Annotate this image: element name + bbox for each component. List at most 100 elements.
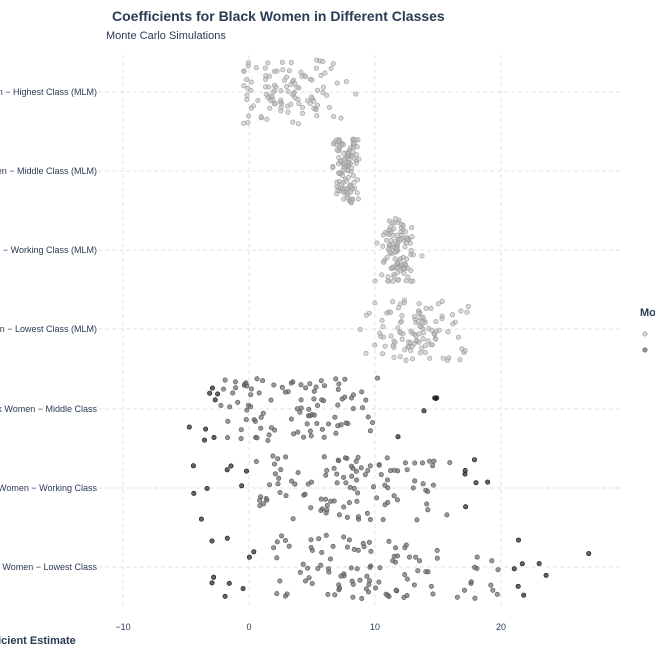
data-point — [410, 485, 416, 491]
data-point — [454, 594, 460, 600]
data-point — [238, 427, 244, 433]
data-point — [435, 301, 441, 307]
data-point — [401, 297, 407, 303]
data-point — [253, 458, 259, 464]
data-point — [321, 434, 327, 440]
data-point — [376, 579, 382, 585]
data-point — [308, 544, 314, 550]
data-point — [458, 308, 464, 314]
data-point — [336, 582, 342, 588]
data-point — [300, 105, 306, 111]
data-point — [245, 60, 251, 66]
data-point — [330, 141, 336, 147]
data-point — [495, 567, 501, 573]
data-point — [372, 278, 378, 284]
data-point — [323, 532, 329, 538]
data-point — [333, 376, 339, 382]
data-point — [354, 190, 360, 196]
data-point — [400, 266, 406, 272]
data-point — [318, 378, 324, 384]
data-point — [381, 259, 387, 265]
data-point — [327, 556, 333, 562]
data-point — [413, 554, 419, 560]
data-point — [286, 68, 292, 74]
data-point — [273, 100, 279, 106]
data-point — [349, 197, 355, 203]
data-point — [391, 354, 397, 360]
data-point — [241, 120, 247, 126]
data-point — [384, 237, 390, 243]
data-point — [300, 561, 306, 567]
data-point — [325, 421, 331, 427]
data-point — [258, 414, 264, 420]
data-point — [350, 581, 356, 587]
data-point — [408, 248, 414, 254]
data-point — [402, 347, 408, 353]
data-point — [412, 478, 418, 484]
data-point — [401, 270, 407, 276]
data-point — [284, 591, 290, 597]
data-point — [357, 326, 363, 332]
data-point — [288, 478, 294, 484]
data-point — [494, 591, 500, 597]
data-point — [335, 423, 341, 429]
data-point — [406, 554, 412, 560]
data-point — [411, 582, 417, 588]
y-tick-label: Black Women − Middle Class (MLM) — [0, 166, 97, 176]
data-point — [359, 595, 365, 601]
data-point — [391, 493, 397, 499]
data-point — [318, 73, 324, 79]
data-point — [244, 407, 250, 413]
data-point — [274, 591, 280, 597]
data-point — [488, 582, 494, 588]
data-point — [395, 265, 401, 271]
x-axis-ticks: −10 0 10 20 — [115, 622, 506, 632]
data-point — [397, 319, 403, 325]
data-point — [313, 384, 319, 390]
data-point — [399, 336, 405, 342]
data-point — [377, 565, 383, 571]
data-point — [268, 397, 274, 403]
data-point — [209, 385, 215, 391]
data-point — [355, 490, 361, 496]
data-point — [336, 458, 342, 464]
data-point — [416, 558, 422, 564]
data-point — [369, 420, 375, 426]
data-point — [390, 558, 396, 564]
data-point — [360, 405, 366, 411]
data-point — [311, 388, 317, 394]
data-point — [408, 328, 414, 334]
legend-title: Model — [640, 307, 655, 319]
data-point — [253, 65, 259, 71]
data-point — [409, 356, 415, 362]
data-point — [318, 507, 324, 513]
data-point — [302, 491, 308, 497]
data-point — [244, 77, 250, 83]
data-point — [278, 88, 284, 94]
data-point — [266, 432, 272, 438]
data-point — [243, 380, 249, 386]
data-point — [400, 222, 406, 228]
data-point — [357, 577, 363, 583]
data-point — [373, 585, 379, 591]
data-point — [355, 547, 361, 553]
data-point — [392, 256, 398, 262]
data-point — [248, 87, 254, 93]
data-point — [336, 179, 342, 185]
data-point — [353, 91, 359, 97]
data-point — [264, 116, 270, 122]
data-point — [295, 96, 301, 102]
data-point — [331, 114, 337, 120]
data-point — [427, 458, 433, 464]
data-point — [298, 69, 304, 75]
data-point — [323, 510, 329, 516]
data-point — [246, 113, 252, 119]
data-point — [288, 60, 294, 66]
data-point — [326, 105, 332, 111]
data-point — [349, 165, 355, 171]
data-point — [353, 468, 359, 474]
data-point — [420, 336, 426, 342]
data-point — [302, 578, 308, 584]
data-point — [325, 591, 331, 597]
